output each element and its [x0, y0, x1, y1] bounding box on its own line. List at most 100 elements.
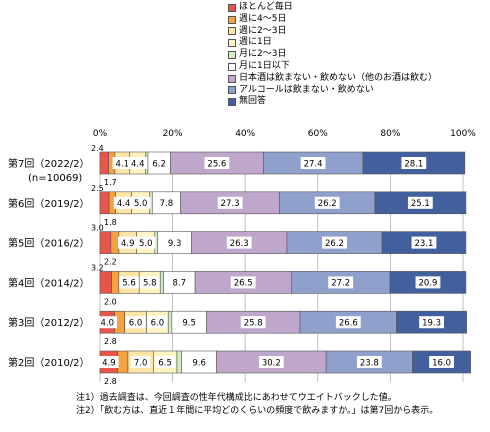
- x-tick-label: 100%: [450, 129, 476, 139]
- data-label-box: [156, 196, 177, 209]
- y-axis-label: 第2回（2010/2）: [8, 356, 90, 369]
- data-label-box: [99, 356, 119, 368]
- data-label-box: [113, 196, 134, 209]
- legend-swatch: [228, 27, 236, 36]
- data-label-box: [230, 276, 256, 289]
- data-label-box: [130, 196, 151, 209]
- legend: ほとんど毎日 週に4～5日 週に2～3日 週に1日 月に2～3日 月に1日以下 日本酒は飲ま…: [228, 2, 437, 108]
- legend-item: 無回答: [228, 96, 437, 108]
- data-label: 19.3: [422, 319, 441, 329]
- bar-segment: [99, 191, 110, 215]
- data-label: 26.3: [230, 239, 249, 249]
- data-label-box: [226, 236, 252, 249]
- data-label-box: [189, 356, 209, 368]
- data-label-box: [125, 316, 146, 329]
- bar-segment: [99, 231, 112, 254]
- data-label-box: [147, 316, 168, 329]
- data-label-box: [204, 157, 230, 169]
- data-label: 5.0: [139, 239, 153, 249]
- data-label: 5.0: [134, 199, 148, 209]
- x-axis-tick-labels: 0% 20% 40% 60% 80% 100%: [93, 129, 476, 139]
- data-label-box: [411, 236, 437, 249]
- legend-swatch: [228, 51, 236, 60]
- legend-label: 日本酒は飲まない・飲めない（他のお酒は飲む）: [239, 72, 438, 83]
- legend-item: 月に2～3日: [228, 49, 437, 61]
- bar-segment: [176, 350, 182, 374]
- data-label: 6.5: [158, 358, 172, 368]
- data-label-box: [169, 276, 190, 289]
- data-label: 26.2: [325, 239, 344, 249]
- x-tick-label: 0%: [93, 129, 108, 139]
- data-label: 5.8: [143, 279, 157, 289]
- data-label-box: [258, 356, 284, 368]
- data-label: 9.6: [192, 358, 206, 368]
- data-label: 4.1: [116, 159, 130, 169]
- data-label: 7.8: [160, 199, 174, 209]
- data-label-box: [407, 196, 433, 209]
- y-axis-sublabel: (n=10069): [28, 173, 82, 184]
- gridlines: [99, 152, 464, 382]
- data-label-box: [135, 236, 156, 249]
- data-label-box: [328, 276, 354, 289]
- y-axis-labels: 第7回（2022/2） (n=10069) 第6回（2019/2） 第5回（2016/…: [8, 157, 90, 369]
- legend-item: ほとんど毎日: [228, 2, 437, 14]
- data-labels: 4.1 4.4 6.2 25.6 27.4 28.12.41.74.4 5.0 7.8 27.3…: [91, 144, 454, 386]
- data-label-box: [322, 236, 347, 249]
- data-label-box: [164, 236, 185, 249]
- data-label: 9.3: [168, 239, 182, 249]
- data-label-box: [149, 157, 169, 169]
- data-label: 4.4: [117, 199, 131, 209]
- legend-label: 週に4～5日: [239, 13, 287, 24]
- legend-item: 週に2～3日: [228, 26, 437, 38]
- data-label: 26.5: [234, 279, 253, 289]
- bar-segment: [99, 271, 112, 294]
- data-label: 27.4: [304, 159, 323, 169]
- legend-label: ほとんど毎日: [239, 2, 293, 12]
- x-tick-label: 20%: [163, 129, 183, 139]
- data-label: 6.0: [129, 319, 143, 329]
- legend-label: 週に2～3日: [239, 25, 287, 36]
- data-label-below: 2.8: [104, 377, 117, 386]
- data-label-box: [155, 356, 175, 368]
- data-label-box: [217, 196, 243, 209]
- data-label-above: 2.4: [91, 144, 104, 153]
- data-label: 6.0: [151, 319, 165, 329]
- data-label-box: [127, 157, 148, 169]
- data-label-box: [130, 356, 151, 368]
- legend-swatch: [228, 62, 236, 71]
- data-label-box: [429, 356, 454, 368]
- data-label: 23.1: [415, 239, 434, 249]
- data-label-box: [139, 276, 160, 289]
- data-label: 5.6: [122, 279, 136, 289]
- data-label: 16.0: [432, 358, 451, 368]
- data-label-below: 1.8: [104, 218, 117, 227]
- note-1: 注1）過去調査は、今回調査の性年代構成比にあわせてウエイトバックした値。: [76, 393, 397, 403]
- data-label-above: 2.5: [91, 184, 104, 193]
- data-label: 28.1: [404, 159, 423, 169]
- legend-swatch: [228, 15, 236, 24]
- data-label-box: [335, 316, 361, 329]
- data-label-box: [300, 157, 326, 169]
- data-label-box: [97, 316, 118, 329]
- data-label: 4.0: [100, 319, 114, 329]
- data-label: 4.9: [102, 358, 116, 368]
- data-label-box: [112, 157, 133, 169]
- legend-item: 日本酒は飲まない・飲めない（他のお酒は飲む）: [228, 73, 437, 85]
- data-label: 20.9: [419, 279, 438, 289]
- data-label-box: [119, 276, 139, 289]
- x-tick-label: 40%: [235, 129, 255, 139]
- legend-label: 月に1日以下: [239, 60, 290, 71]
- data-label: 4.9: [121, 239, 135, 249]
- data-label: 27.3: [221, 199, 240, 209]
- bars: [99, 151, 471, 374]
- data-label: 7.0: [134, 358, 148, 368]
- legend-item: 月に1日以下: [228, 61, 437, 73]
- data-label: 23.8: [360, 358, 379, 368]
- legend-label: 月に2～3日: [239, 49, 287, 60]
- data-label: 8.7: [173, 279, 187, 289]
- legend-swatch: [228, 3, 236, 12]
- legend-swatch: [228, 98, 236, 107]
- data-label-box: [117, 236, 138, 249]
- data-label-box: [356, 356, 382, 368]
